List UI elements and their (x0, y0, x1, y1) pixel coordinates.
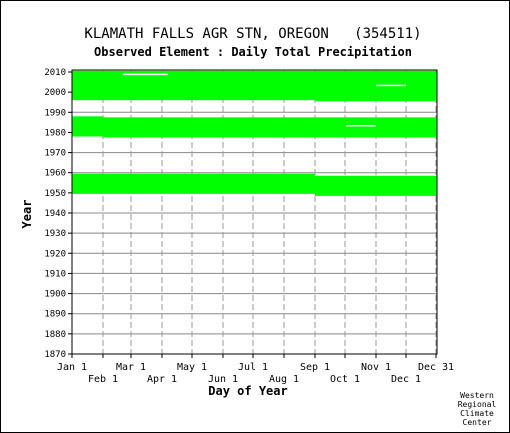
missing-data-gap-3 (346, 124, 376, 127)
y-tick-label-1900: 1900 (44, 290, 66, 300)
coverage-block-3 (72, 116, 103, 137)
y-tick-label-1930: 1930 (44, 229, 66, 239)
credit-line-3: Climate (460, 409, 494, 418)
x-axis-label: Day of Year (208, 384, 287, 398)
plot-border (71, 69, 438, 355)
y-tick-label-1890: 1890 (44, 310, 66, 320)
coverage-block-6 (315, 175, 437, 196)
x-tick-label-feb-1: Feb 1 (88, 374, 118, 385)
x-tick-label-jan-1: Jan 1 (57, 362, 87, 373)
x-tick-label-jun-1: Jun 1 (208, 374, 238, 385)
x-tick-label-nov-1: Nov 1 (361, 362, 391, 373)
x-tick-label-oct-1: Oct 1 (330, 374, 360, 385)
y-tick-label-1950: 1950 (44, 189, 66, 199)
missing-data-gap-2 (376, 84, 406, 87)
missing-data-gap-1 (123, 73, 168, 76)
y-axis-label: Year (20, 200, 34, 229)
chart-title: KLAMATH FALLS AGR STN, OREGON (354511) (84, 26, 421, 42)
wrcc-credit: Western Regional Climate Center (458, 391, 497, 427)
x-tick-label-dec-31: Dec 31 (418, 362, 454, 373)
x-tick-label-may-1: May 1 (177, 362, 207, 373)
y-tick-label-1920: 1920 (44, 249, 66, 259)
y-tick-label-1870: 1870 (44, 350, 66, 360)
plot-area: 1870 1880 1890 1900 1910 1920 1930 1940 1950 1960… (44, 68, 454, 385)
x-tick-label-mar-1: Mar 1 (116, 362, 146, 373)
y-tick-label-2010: 2010 (44, 68, 66, 78)
y-tick-label-1940: 1940 (44, 209, 66, 219)
credit-line-2: Regional (458, 400, 497, 409)
y-tick-label-2000: 2000 (44, 88, 66, 98)
credit-line-1: Western (460, 391, 494, 400)
y-tick-label-1960: 1960 (44, 169, 66, 179)
y-tick-label-1980: 1980 (44, 128, 66, 138)
coverage-block-1 (72, 70, 315, 101)
x-tick-label-jul-1: Jul 1 (238, 362, 268, 373)
y-tick-label-1880: 1880 (44, 330, 66, 340)
x-tick-label-dec-1: Dec 1 (391, 374, 421, 385)
y-tick-label-1970: 1970 (44, 149, 66, 159)
chart-subtitle: Observed Element : Daily Total Precipita… (94, 45, 412, 59)
x-tick-label-apr-1: Apr 1 (147, 374, 177, 385)
x-tick-label-aug-1: Aug 1 (269, 374, 299, 385)
coverage-block-5 (72, 173, 315, 194)
coverage-block-4 (103, 117, 437, 138)
credit-line-4: Center (463, 418, 492, 427)
x-tick-label-sep-1: Sep 1 (300, 362, 330, 373)
y-tick-label-1910: 1910 (44, 269, 66, 279)
y-tick-label-1990: 1990 (44, 108, 66, 118)
